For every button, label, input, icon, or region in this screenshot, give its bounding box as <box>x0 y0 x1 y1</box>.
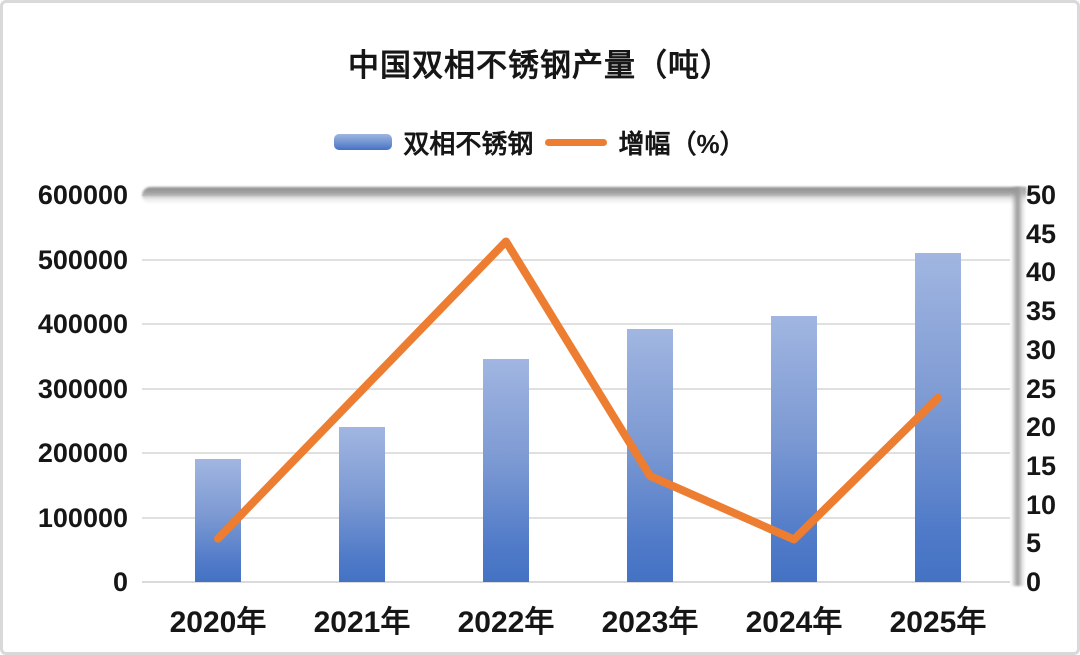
line-series-swatch-icon <box>545 138 608 146</box>
right-axis-tick-label: 35 <box>1026 296 1057 327</box>
plot-area <box>142 187 1026 586</box>
gridline <box>142 258 1010 261</box>
growth-line-path <box>214 237 942 544</box>
left-axis-tick-label: 200000 <box>37 438 128 468</box>
legend-item-line-series: 增幅（%） <box>545 124 746 161</box>
bar-2022年 <box>483 359 529 582</box>
right-axis-tick-label: 20 <box>1026 412 1057 443</box>
right-axis-tick-label: 50 <box>1026 180 1057 210</box>
right-axis-tick-label: 15 <box>1026 450 1057 481</box>
x-axis-label-2023年: 2023年 <box>601 606 699 639</box>
legend-label-line-series: 增幅（%） <box>618 128 746 159</box>
left-axis-tick-label: 100000 <box>37 502 128 533</box>
left-axis-tick-label: 300000 <box>37 373 128 404</box>
right-axis-tick-label: 40 <box>1026 257 1057 288</box>
gridline <box>142 452 1010 454</box>
x-axis-label-2020年: 2020年 <box>169 606 267 639</box>
x-axis-label-2025年: 2025年 <box>889 606 987 639</box>
gridline <box>142 581 1010 583</box>
left-axis-tick-label: 600000 <box>37 180 128 210</box>
chart-title: 中国双相不锈钢产量（吨） <box>348 48 732 83</box>
x-axis-label-2022年: 2022年 <box>457 606 555 639</box>
left-axis-tick-label: 500000 <box>37 244 128 275</box>
left-axis-tick-label: 400000 <box>37 309 128 339</box>
right-axis-tick-label: 5 <box>1026 528 1042 559</box>
legend-item-bar-series: 双相不锈钢 <box>334 124 533 161</box>
left-axis-tick-label: 0 <box>112 567 128 597</box>
gridline <box>142 516 1010 519</box>
gridline <box>142 387 1010 390</box>
right-axis-tick-label: 45 <box>1026 218 1057 249</box>
right-axis-tick-label: 0 <box>1026 567 1042 597</box>
gridline <box>142 323 1010 325</box>
right-axis-tick-label: 25 <box>1026 373 1057 404</box>
right-axis-tick-label: 10 <box>1026 489 1057 520</box>
bar-2021年 <box>339 427 385 582</box>
growth-line-series <box>214 237 942 544</box>
plot-shadow-top <box>142 187 1026 204</box>
bar-series-swatch-icon <box>334 134 393 150</box>
x-axis-label-2024年: 2024年 <box>745 606 843 639</box>
x-axis-label-2021年: 2021年 <box>313 606 411 639</box>
legend-label-bar-series: 双相不锈钢 <box>403 128 534 159</box>
legend: 双相不锈钢 增幅（%） <box>0 124 1080 160</box>
right-axis-tick-label: 30 <box>1026 334 1057 365</box>
plot-shadow-right <box>1011 187 1026 586</box>
